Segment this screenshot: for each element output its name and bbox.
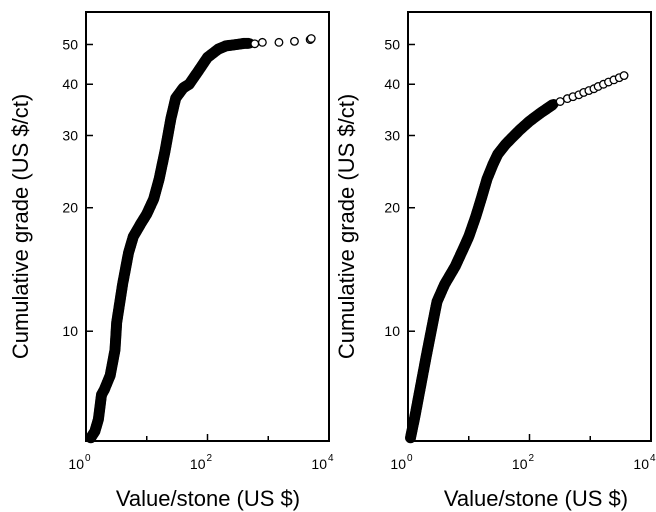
y-tick-label: 40 xyxy=(62,76,78,92)
y-tick-label: 30 xyxy=(62,127,78,143)
x-tick-exponent: 2 xyxy=(207,453,213,464)
y-tick-label: 50 xyxy=(62,36,78,52)
y-tick-label: 50 xyxy=(384,36,400,52)
x-tick-label: 10 xyxy=(311,456,327,472)
x-tick-exponent: 0 xyxy=(407,453,413,464)
x-tick-exponent: 4 xyxy=(328,453,334,464)
y-tick-label: 20 xyxy=(384,200,400,216)
y-tick-label: 10 xyxy=(384,323,400,339)
x-tick-label: 10 xyxy=(190,456,206,472)
x-tick-exponent: 2 xyxy=(529,453,535,464)
outlier-point xyxy=(619,71,629,80)
outlier-point xyxy=(250,39,260,49)
x-tick-label: 10 xyxy=(390,456,406,472)
y-tick-label: 20 xyxy=(62,200,78,216)
x-tick-label: 10 xyxy=(512,456,528,472)
outlier-point xyxy=(257,37,267,47)
y-axis-label: Cumulative grade (US $/ct) xyxy=(8,94,33,359)
outlier-point xyxy=(306,34,316,43)
outlier-point xyxy=(274,37,284,47)
y-tick-label: 30 xyxy=(384,127,400,143)
x-tick-label: 10 xyxy=(633,456,649,472)
y-axis-label: Cumulative grade (US $/ct) xyxy=(334,94,359,359)
outlier-point xyxy=(290,36,299,46)
x-tick-exponent: 4 xyxy=(650,453,656,464)
x-tick-exponent: 0 xyxy=(85,453,91,464)
outlier-point xyxy=(555,97,565,106)
y-tick-label: 10 xyxy=(62,323,78,339)
plot-frame xyxy=(85,11,330,442)
x-tick-label: 10 xyxy=(68,456,84,472)
x-axis-label: Value/stone (US $) xyxy=(444,486,628,511)
y-tick-label: 40 xyxy=(384,76,400,92)
x-axis-label: Value/stone (US $) xyxy=(116,486,300,511)
